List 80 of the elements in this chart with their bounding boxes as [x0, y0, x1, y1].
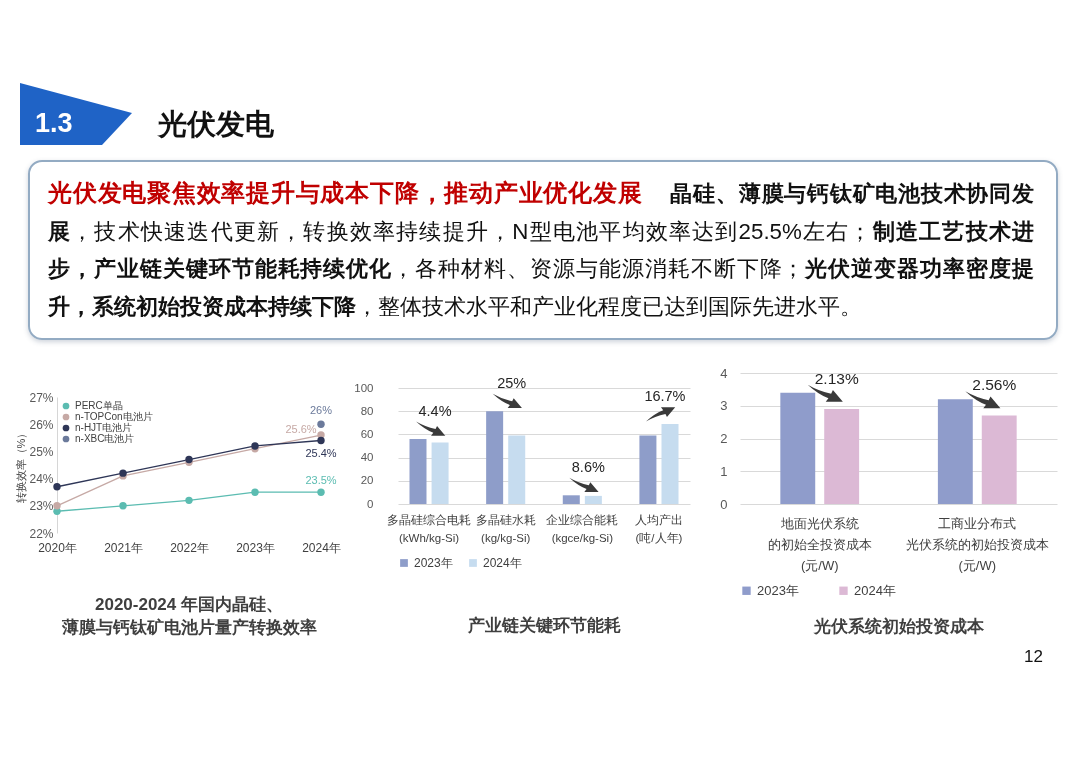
text: 晶硅、薄膜与钙钛矿电池技术协同发 — [670, 181, 1035, 206]
x-tick-label: 地面光伏系统的初始全投资成本 (元/W) — [767, 515, 872, 573]
legend-label: PERC单晶 — [75, 400, 123, 411]
text: 升，系统初始投资成本持续下降 — [48, 294, 356, 320]
text: 步，产业链关键环节能耗持续优化 — [48, 256, 393, 282]
annotation: 4.4% — [418, 403, 452, 420]
text: 制造工艺技术进 — [871, 218, 1035, 244]
legend-label: 2023年 — [757, 582, 799, 598]
bar — [937, 399, 973, 504]
legend-label: 2024年 — [854, 582, 896, 598]
text: 产业链关键环节能耗 — [466, 616, 621, 635]
bar — [508, 435, 526, 504]
y-tick-label: 22% — [29, 526, 54, 541]
y-tick-label: 80 — [360, 404, 374, 417]
bar — [431, 442, 449, 504]
point — [317, 488, 325, 496]
y-tick-label: 40 — [360, 451, 374, 464]
text: 1.3 — [35, 107, 73, 140]
y-tick-label: 3 — [720, 398, 728, 414]
bar — [486, 411, 504, 504]
y-tick-label: 20 — [360, 474, 374, 487]
text: 2020-2024 年国内晶硅、薄膜与钙钛矿电池片量产转换效率 — [60, 595, 317, 637]
text: ，技术快速迭代更新，转换效率持续提升，N型电池平均效率达到25.5%左右； — [71, 218, 872, 244]
bar — [562, 495, 580, 504]
y-tick-label: 2 — [720, 431, 728, 446]
text: ，整体技术水平和产业化程度已达到国际先进水平。 — [356, 294, 862, 320]
point — [317, 420, 325, 428]
point — [53, 502, 61, 510]
bar — [824, 409, 860, 504]
bar — [584, 495, 602, 504]
y-tick-label: 25% — [29, 444, 54, 459]
legend-label: n-HJT电池片 — [75, 422, 133, 433]
y-tick-label: 24% — [29, 472, 54, 487]
x-tick-label: 2020年 — [38, 540, 77, 555]
y-tick-label: 1 — [720, 463, 728, 479]
data-label: 26% — [309, 404, 333, 417]
x-tick-label: 企业综合能耗 (kgce/kg-Si) — [546, 512, 619, 544]
y-tick-label: 0 — [367, 497, 374, 510]
y-tick-label: 4 — [720, 365, 728, 381]
x-tick-label: 多晶硅综合电耗 (kWh/kg-Si) — [387, 512, 472, 544]
text: 光伏系统初始投资成本 — [812, 617, 985, 636]
legend-label: n-XBC电池片 — [75, 433, 135, 444]
text: 光伏发电聚焦效率提升与成本下降，推动产业优化发展 — [48, 179, 643, 206]
annotation: 16.7% — [644, 387, 686, 404]
x-tick-label: 2022年 — [170, 540, 209, 555]
point — [53, 483, 61, 491]
x-tick-label: 多晶硅水耗 (kg/kg-Si) — [475, 513, 536, 544]
text: 12 — [1024, 647, 1043, 667]
legend-label: n-TOPCon电池片 — [75, 411, 153, 422]
y-tick-label: 0 — [720, 496, 728, 512]
bar — [981, 415, 1017, 504]
y-tick-label: 23% — [29, 499, 54, 514]
annotation: 8.6% — [571, 459, 605, 476]
annotation: 25% — [497, 375, 527, 392]
point — [251, 488, 259, 496]
y-tick-label: 27% — [29, 390, 54, 405]
x-tick-label: 2024年 — [302, 540, 341, 555]
bar — [639, 435, 657, 504]
text: ，各种材料、资源与能源消耗不断下降； — [392, 256, 805, 282]
annotation: 2.13% — [814, 369, 859, 387]
data-label: 23.5% — [305, 474, 337, 487]
text: 光伏逆变器功率密度提 — [804, 256, 1035, 282]
point — [119, 502, 127, 510]
bar — [409, 439, 427, 504]
y-tick-label: 100 — [354, 381, 374, 394]
point — [317, 436, 325, 445]
y-axis-title: 转换效率（%） — [15, 427, 28, 504]
y-tick-label: 60 — [360, 427, 374, 440]
data-label: 25.4% — [305, 446, 337, 459]
y-tick-label: 26% — [29, 417, 54, 432]
data-label: 25.6% — [285, 423, 317, 436]
point — [185, 496, 193, 505]
text: 展 — [48, 218, 72, 244]
text: 光伏发电 — [158, 107, 274, 142]
x-tick-label: 2023年 — [236, 540, 275, 555]
bar — [780, 392, 816, 504]
x-tick-label: 人均产出 (吨/人年) — [634, 512, 683, 544]
annotation: 2.56% — [972, 376, 1017, 394]
x-tick-label: 工商业分布式光伏系统的初始投资成本 (元/W) — [905, 515, 1049, 573]
x-tick-label: 2021年 — [104, 540, 143, 555]
